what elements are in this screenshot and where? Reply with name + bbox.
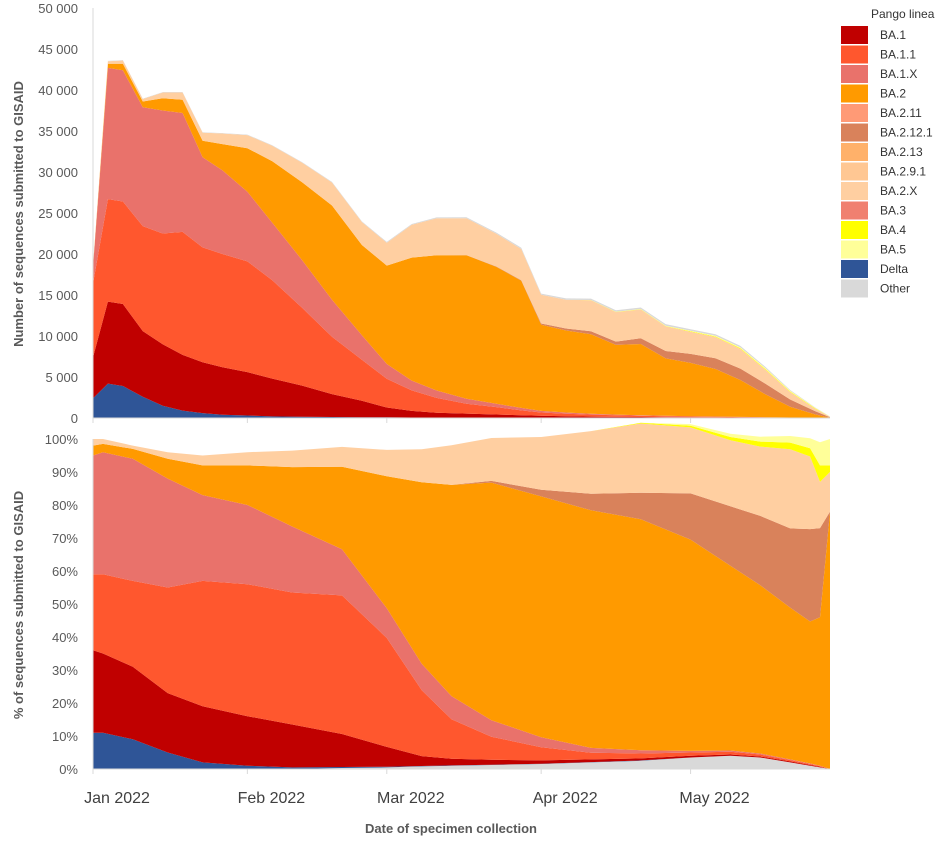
legend-label-ba-1-x: BA.1.X: [880, 67, 917, 81]
count-area-ba-1-x: [93, 67, 830, 419]
count-y-tick-label: 45 000: [38, 42, 78, 57]
top-y-axis-label: Number of sequences submitted to GISAID: [11, 81, 26, 347]
legend-swatch-ba-2-11: [841, 104, 868, 122]
count-y-tick-label: 35 000: [38, 124, 78, 139]
legend: Pango linea BA.1 BA.1.1 BA.1.X BA.2 BA.2.11 BA…: [841, 7, 935, 298]
legend-label-ba-2-11: BA.2.11: [880, 106, 922, 120]
legend-swatch-ba-1-1: [841, 45, 868, 64]
percent-y-tick-label: 60%: [52, 564, 78, 579]
legend-label-ba-2-12-1: BA.2.12.1: [880, 126, 933, 140]
percent-area-ba-1-1: [93, 574, 830, 769]
legend-label-ba-2-13: BA.2.13: [880, 145, 923, 159]
x-tick-label: Jan 2022: [84, 790, 150, 807]
legend-label-ba-4: BA.4: [880, 223, 906, 237]
count-y-tick-label: 50 000: [38, 1, 78, 16]
percent-y-tick-label: 50%: [52, 597, 78, 612]
percent-y-tick-label: 30%: [52, 663, 78, 678]
percent-area-ba-1: [93, 650, 830, 769]
x-axis-label: Date of specimen collection: [365, 821, 537, 836]
percent-area-chart: 0% 10% 20% 30% 40% 50% 60% 70% 80% 90% 100%: [45, 422, 830, 777]
count-y-tick-label: 15 000: [38, 288, 78, 303]
percent-area-ba-2-12-1: [93, 443, 830, 622]
legend-label-ba-1-1: BA.1.1: [880, 48, 916, 62]
legend-swatch-other: [841, 279, 868, 298]
legend-label-ba-3: BA.3: [880, 204, 906, 218]
legend-swatch-ba-2-x: [841, 182, 868, 200]
legend-label-other: Other: [880, 282, 910, 296]
legend-title: Pango linea: [871, 7, 935, 21]
legend-label-ba-5: BA.5: [880, 243, 906, 257]
count-y-tick-label: 20 000: [38, 247, 78, 262]
count-area-ba-2-x: [93, 60, 830, 418]
count-y-tick-label: 25 000: [38, 206, 78, 221]
count-area-ba-1-1: [93, 199, 830, 418]
percent-y-tick-label: 20%: [52, 696, 78, 711]
x-tick-label: May 2022: [679, 790, 749, 807]
percent-area-ba-2-x: [93, 423, 830, 530]
legend-label-ba-2-9-1: BA.2.9.1: [880, 165, 926, 179]
legend-label-ba-2: BA.2: [880, 87, 906, 101]
percent-y-tick-label: 40%: [52, 630, 78, 645]
percent-area-ba-1-x: [93, 452, 830, 769]
count-y-tick-label: 40 000: [38, 83, 78, 98]
legend-swatch-ba-1: [841, 26, 868, 44]
legend-swatch-ba-2-12-1: [841, 123, 868, 142]
legend-swatch-ba-1-x: [841, 65, 868, 83]
percent-area-ba-2: [93, 443, 830, 769]
count-area-delta: [93, 383, 830, 418]
legend-label-ba-1: BA.1: [880, 28, 906, 42]
percent-area-delta: [93, 732, 830, 769]
x-tick-label: Mar 2022: [377, 790, 445, 807]
legend-swatch-ba-3: [841, 201, 868, 220]
legend-swatch-delta: [841, 260, 868, 278]
count-y-tick-label: 5 000: [45, 370, 78, 385]
percent-y-tick-label: 80%: [52, 498, 78, 513]
percent-y-tick-label: 90%: [52, 465, 78, 480]
legend-swatch-ba-2: [841, 84, 868, 103]
percent-area-other: [93, 755, 830, 769]
count-area-ba-1: [93, 301, 830, 418]
count-area-ba-2-12-1: [93, 63, 830, 418]
count-y-tick-label: 30 000: [38, 165, 78, 180]
legend-swatch-ba-2-13: [841, 143, 868, 161]
legend-swatch-ba-4: [841, 221, 868, 239]
legend-swatch-ba-2-9-1: [841, 162, 868, 181]
bottom-y-axis-label: % of sequences submitted to GISAID: [11, 491, 26, 719]
percent-y-tick-label: 10%: [52, 729, 78, 744]
x-tick-label: Apr 2022: [533, 790, 598, 807]
count-area-ba-2: [93, 63, 830, 419]
x-tick-label: Feb 2022: [238, 790, 306, 807]
count-area-chart: 0 5 000 10 000 15 000 20 000 25 000 30 000 35 0…: [38, 1, 830, 426]
legend-label-ba-2-x: BA.2.X: [880, 184, 917, 198]
count-y-tick-label: 0: [71, 411, 78, 426]
axes: Jan 2022 Feb 2022 Mar 2022 Apr 2022 May 2022: [84, 790, 750, 807]
percent-y-tick-label: 70%: [52, 531, 78, 546]
percent-y-tick-label: 0%: [59, 762, 78, 777]
count-y-tick-label: 10 000: [38, 329, 78, 344]
percent-y-tick-label: 100%: [45, 432, 79, 447]
legend-swatch-ba-5: [841, 240, 868, 259]
legend-label-delta: Delta: [880, 262, 908, 276]
